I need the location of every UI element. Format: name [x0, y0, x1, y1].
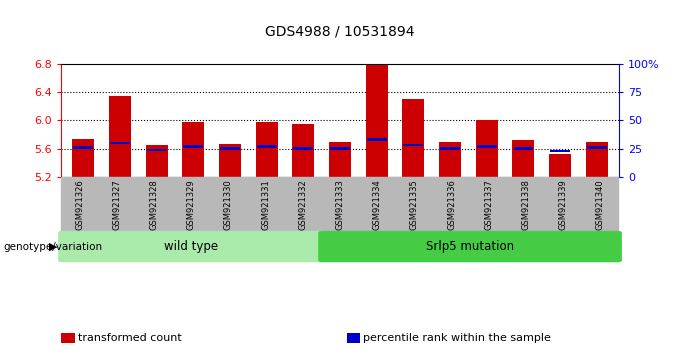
Bar	[257, 145, 277, 148]
Bar	[585, 142, 608, 177]
Bar	[73, 146, 93, 149]
Bar	[147, 149, 167, 152]
Bar	[513, 140, 534, 177]
Bar	[366, 65, 388, 177]
Text: GDS4988 / 10531894: GDS4988 / 10531894	[265, 25, 415, 39]
Text: GSM921338: GSM921338	[522, 179, 530, 230]
Text: GSM921336: GSM921336	[447, 179, 456, 230]
Bar	[440, 148, 460, 150]
Text: GSM921339: GSM921339	[558, 179, 568, 230]
Text: GSM921327: GSM921327	[112, 179, 122, 230]
Bar	[403, 99, 424, 177]
Bar	[513, 148, 533, 150]
Bar	[587, 146, 607, 149]
Text: GSM921340: GSM921340	[596, 179, 605, 230]
Text: GSM921326: GSM921326	[75, 179, 84, 230]
Text: GSM921335: GSM921335	[410, 179, 419, 230]
Bar	[256, 122, 277, 177]
Bar	[329, 142, 351, 177]
Bar	[220, 148, 240, 150]
Bar	[184, 145, 203, 148]
Bar	[293, 148, 313, 150]
Text: GSM921328: GSM921328	[150, 179, 158, 230]
Text: percentile rank within the sample: percentile rank within the sample	[363, 333, 551, 343]
Bar	[146, 145, 167, 177]
Bar	[367, 138, 387, 141]
Text: wild type: wild type	[165, 240, 218, 253]
Text: GSM921337: GSM921337	[484, 179, 493, 230]
Text: ▶: ▶	[49, 242, 58, 252]
Text: GSM921329: GSM921329	[187, 179, 196, 230]
Bar	[109, 96, 131, 177]
Bar	[219, 144, 241, 177]
Text: GSM921331: GSM921331	[261, 179, 270, 230]
Text: GSM921334: GSM921334	[373, 179, 381, 230]
Text: GSM921333: GSM921333	[335, 179, 345, 230]
Bar	[477, 145, 496, 148]
Bar	[72, 139, 95, 177]
Text: transformed count: transformed count	[78, 333, 182, 343]
Bar	[549, 154, 571, 177]
Bar	[439, 142, 461, 177]
Bar	[403, 144, 423, 147]
Bar	[550, 150, 570, 152]
Bar	[292, 124, 314, 177]
Bar	[110, 142, 130, 144]
Text: Srlp5 mutation: Srlp5 mutation	[426, 240, 514, 253]
Bar	[182, 122, 204, 177]
Bar	[330, 148, 350, 150]
Bar	[476, 120, 498, 177]
Text: GSM921330: GSM921330	[224, 179, 233, 230]
Text: GSM921332: GSM921332	[299, 179, 307, 230]
Text: genotype/variation: genotype/variation	[3, 242, 103, 252]
